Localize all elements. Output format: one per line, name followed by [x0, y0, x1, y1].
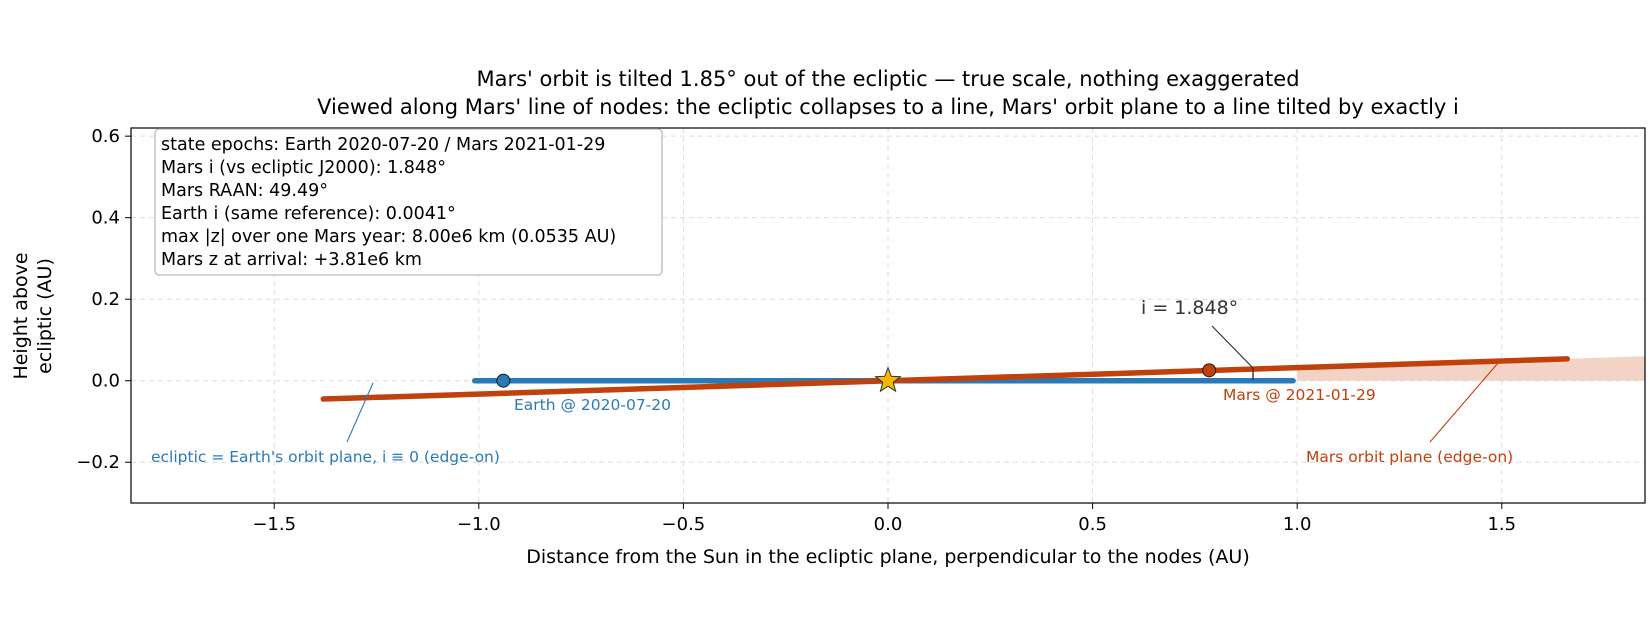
x-tick-label: 1.0 [1283, 514, 1312, 535]
x-tick-label: 1.5 [1487, 514, 1516, 535]
mars-plane-fill [1297, 356, 1645, 381]
chart-subtitle: Viewed along Mars' line of nodes: the ec… [317, 95, 1459, 119]
info-line: max |z| over one Mars year: 8.00e6 km (0… [161, 227, 616, 247]
y-tick-label: −0.2 [76, 452, 120, 473]
points-layer [496, 363, 1217, 393]
mars-plane-annotation: Mars orbit plane (edge-on) [1306, 448, 1513, 466]
y-tick-label: 0.2 [91, 289, 120, 310]
inclination-label: i = 1.848° [1141, 297, 1238, 319]
info-box-frame [154, 128, 663, 276]
info-line: Mars z at arrival: +3.81e6 km [161, 250, 422, 270]
y-axis-label: Height above ecliptic (AU) [10, 252, 56, 379]
x-tick-label: 0.0 [874, 514, 903, 535]
mars-label: Mars @ 2021-01-29 [1223, 386, 1376, 404]
x-tick-label: −0.5 [662, 514, 706, 535]
info-line: Mars RAAN: 49.49° [161, 181, 328, 201]
y-tick-label: 0.6 [91, 126, 120, 147]
sun-star-icon [874, 366, 902, 393]
mars-plane-pointer [1429, 362, 1499, 443]
info-box: state epochs: Earth 2020-07-20 / Mars 20… [154, 128, 663, 276]
x-tick-label: −1.0 [457, 514, 501, 535]
chart-title: Mars' orbit is tilted 1.85° out of the e… [476, 67, 1299, 91]
x-axis-label: Distance from the Sun in the ecliptic pl… [526, 546, 1250, 568]
y-tick-label: 0.4 [91, 208, 120, 229]
info-line: state epochs: Earth 2020-07-20 / Mars 20… [161, 135, 605, 155]
earth-label: Earth @ 2020-07-20 [514, 396, 671, 414]
x-tick-label: 0.5 [1078, 514, 1107, 535]
ticks-layer: −1.5 −1.0 −0.5 0.0 0.5 1.0 1.5 −0.2 0.0 0.2 0.4 0.6 [76, 126, 1516, 535]
mars-plane-fill-layer [1297, 356, 1645, 381]
earth-marker [496, 373, 511, 388]
x-tick-label: −1.5 [252, 514, 296, 535]
inclination-pointer [1211, 325, 1254, 369]
y-axis-label-line-2: ecliptic (AU) [34, 258, 56, 374]
y-axis-label-line-1: Height above [10, 252, 32, 379]
info-line: Earth i (same reference): 0.0041° [161, 204, 456, 224]
info-line: Mars i (vs ecliptic J2000): 1.848° [161, 158, 446, 178]
ecliptic-pointer [346, 382, 374, 443]
mars-marker [1202, 363, 1217, 378]
mars-orbit-line [320, 356, 1571, 402]
annotation-layer: Earth @ 2020-07-20 Mars @ 2021-01-29 i = 1… [151, 297, 1513, 466]
ecliptic-annotation: ecliptic = Earth's orbit plane, i ≡ 0 (e… [151, 448, 500, 466]
y-tick-label: 0.0 [91, 371, 120, 392]
